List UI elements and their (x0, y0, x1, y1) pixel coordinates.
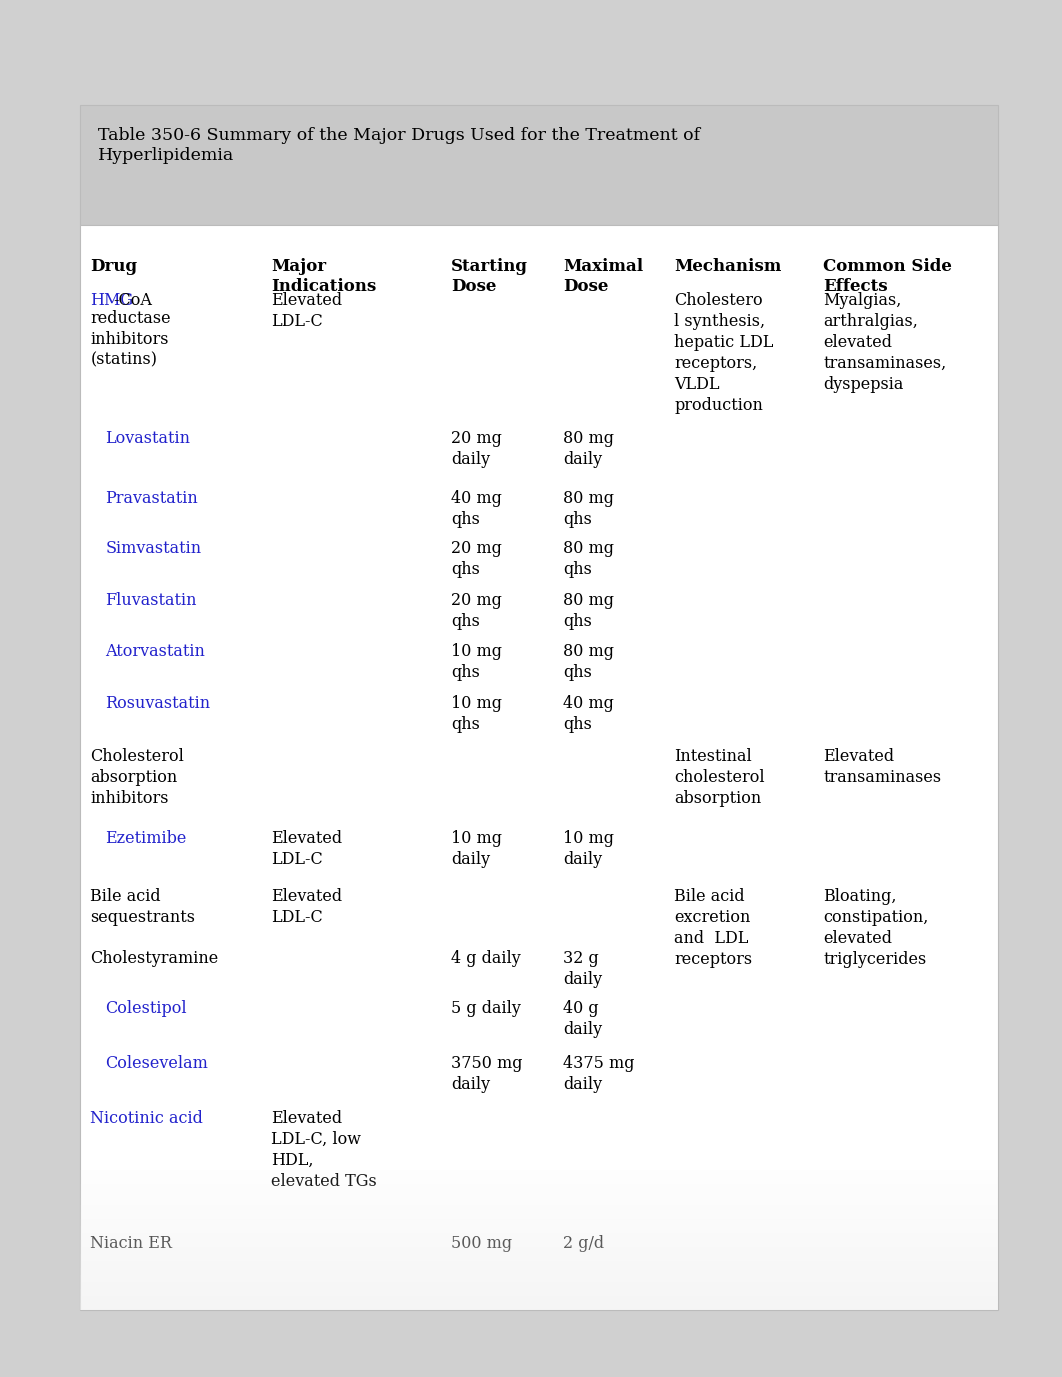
Bar (80, 1261, 998, 1268)
Text: 20 mg
qhs: 20 mg qhs (451, 540, 502, 578)
Text: Elevated
transaminases: Elevated transaminases (823, 748, 941, 786)
Text: 20 mg
daily: 20 mg daily (451, 430, 502, 468)
Text: Elevated
LDL-C: Elevated LDL-C (271, 888, 342, 925)
Text: 40 mg
qhs: 40 mg qhs (451, 490, 502, 527)
Text: Colesevelam: Colesevelam (105, 1055, 208, 1073)
Polygon shape (80, 224, 998, 1310)
Text: Drug: Drug (90, 257, 137, 275)
Text: 20 mg
qhs: 20 mg qhs (451, 592, 502, 629)
Bar (80, 1282, 998, 1289)
Text: 10 mg
qhs: 10 mg qhs (451, 643, 502, 680)
Text: 40 g
daily: 40 g daily (563, 1000, 602, 1038)
Text: HMG: HMG (90, 292, 134, 308)
Text: Elevated
LDL-C: Elevated LDL-C (271, 830, 342, 868)
Bar (80, 1184, 998, 1191)
Bar (80, 1248, 998, 1254)
Text: Intestinal
cholesterol
absorption: Intestinal cholesterol absorption (674, 748, 765, 807)
Text: Common Side
Effects: Common Side Effects (823, 257, 952, 295)
Text: 10 mg
qhs: 10 mg qhs (451, 695, 502, 733)
Text: 80 mg
qhs: 80 mg qhs (563, 490, 614, 527)
Text: Cholesterol
absorption
inhibitors: Cholesterol absorption inhibitors (90, 748, 184, 807)
Text: 80 mg
daily: 80 mg daily (563, 430, 614, 468)
Bar (80, 1268, 998, 1275)
Text: 40 mg
qhs: 40 mg qhs (563, 695, 614, 733)
Bar (80, 1177, 998, 1184)
Text: Nicotinic acid: Nicotinic acid (90, 1110, 203, 1126)
Bar (80, 1226, 998, 1232)
Text: 2 g/d: 2 g/d (563, 1235, 604, 1252)
Text: reductase
inhibitors
(statins): reductase inhibitors (statins) (90, 310, 171, 369)
Text: -CoA: -CoA (113, 292, 152, 308)
Bar (80, 1205, 998, 1212)
Text: Lovastatin: Lovastatin (105, 430, 190, 448)
Text: 80 mg
qhs: 80 mg qhs (563, 592, 614, 629)
Text: Atorvastatin: Atorvastatin (105, 643, 205, 660)
Text: 80 mg
qhs: 80 mg qhs (563, 643, 614, 680)
Bar (80, 1212, 998, 1219)
Text: 10 mg
daily: 10 mg daily (563, 830, 614, 868)
Text: Starting
Dose: Starting Dose (451, 257, 529, 295)
Text: Fluvastatin: Fluvastatin (105, 592, 196, 609)
Text: 4 g daily: 4 g daily (451, 950, 521, 967)
Bar (80, 1289, 998, 1296)
Text: Ezetimibe: Ezetimibe (105, 830, 187, 847)
Bar (80, 1198, 998, 1205)
Text: Cholestyramine: Cholestyramine (90, 950, 219, 967)
Bar (80, 1191, 998, 1198)
Bar (80, 1241, 998, 1248)
Text: Major
Indications: Major Indications (271, 257, 376, 295)
Text: Rosuvastatin: Rosuvastatin (105, 695, 210, 712)
Text: 80 mg
qhs: 80 mg qhs (563, 540, 614, 578)
Text: Bloating,
constipation,
elevated
triglycerides: Bloating, constipation, elevated triglyc… (823, 888, 928, 968)
Text: Pravastatin: Pravastatin (105, 490, 198, 507)
Text: Cholestero
l synthesis,
hepatic LDL
receptors,
VLDL
production: Cholestero l synthesis, hepatic LDL rece… (674, 292, 774, 413)
Text: Bile acid
sequestrants: Bile acid sequestrants (90, 888, 195, 925)
Text: 4375 mg
daily: 4375 mg daily (563, 1055, 634, 1093)
Bar (80, 1232, 998, 1241)
Text: Myalgias,
arthralgias,
elevated
transaminases,
dyspepsia: Myalgias, arthralgias, elevated transami… (823, 292, 946, 392)
Bar (80, 1219, 998, 1226)
Bar (80, 1296, 998, 1303)
Bar (80, 1303, 998, 1310)
Text: Mechanism: Mechanism (674, 257, 782, 275)
Text: Simvastatin: Simvastatin (105, 540, 202, 558)
Text: Niacin ER: Niacin ER (90, 1235, 172, 1252)
Text: Table 350-6 Summary of the Major Drugs Used for the Treatment of
Hyperlipidemia: Table 350-6 Summary of the Major Drugs U… (98, 127, 700, 164)
Text: 10 mg
daily: 10 mg daily (451, 830, 502, 868)
Bar (80, 1254, 998, 1261)
Text: 3750 mg
daily: 3750 mg daily (451, 1055, 523, 1093)
Text: Colestipol: Colestipol (105, 1000, 187, 1018)
Text: 5 g daily: 5 g daily (451, 1000, 521, 1018)
Bar (80, 1170, 998, 1177)
Text: 32 g
daily: 32 g daily (563, 950, 602, 987)
Text: 500 mg: 500 mg (451, 1235, 513, 1252)
Text: Bile acid
excretion
and  LDL
receptors: Bile acid excretion and LDL receptors (674, 888, 753, 968)
Text: Elevated
LDL-C, low
HDL,
elevated TGs: Elevated LDL-C, low HDL, elevated TGs (271, 1110, 377, 1190)
Bar (80, 1275, 998, 1282)
Text: Maximal
Dose: Maximal Dose (563, 257, 643, 295)
Text: Elevated
LDL-C: Elevated LDL-C (271, 292, 342, 330)
Polygon shape (80, 105, 998, 224)
